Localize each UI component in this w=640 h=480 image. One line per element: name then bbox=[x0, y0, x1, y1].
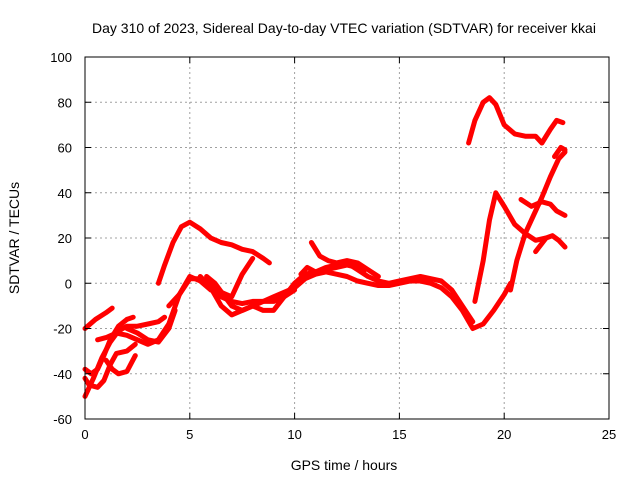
y-tick-label: 40 bbox=[58, 186, 72, 201]
x-axis-label: GPS time / hours bbox=[291, 457, 398, 473]
axis-ticks: 0 5 10 15 20 25 -60 -40 -20 0 20 40 60 80 100 bbox=[50, 50, 616, 442]
x-tick-label: 20 bbox=[497, 427, 511, 442]
series-arc-15 bbox=[466, 95, 566, 146]
y-tick-label: 60 bbox=[58, 141, 72, 156]
x-tick-label: 10 bbox=[287, 427, 301, 442]
series-arc-11 bbox=[204, 269, 513, 331]
x-tick-label: 15 bbox=[392, 427, 406, 442]
series-arc-1 bbox=[82, 305, 115, 331]
y-tick-label: 80 bbox=[58, 95, 72, 110]
series-arc-17 bbox=[508, 149, 568, 293]
y-tick-label: -60 bbox=[53, 412, 72, 427]
series-arc-18 bbox=[518, 197, 568, 218]
y-tick-label: 0 bbox=[65, 276, 72, 291]
series-arc-8 bbox=[155, 219, 272, 286]
series-arc-6 bbox=[95, 274, 214, 347]
x-tick-label: 25 bbox=[602, 427, 616, 442]
y-tick-label: -20 bbox=[53, 322, 72, 337]
chart-title: Day 310 of 2023, Sidereal Day-to-day VTE… bbox=[92, 20, 596, 36]
y-tick-label: 100 bbox=[50, 50, 72, 65]
y-axis-label: SDTVAR / TECUs bbox=[6, 182, 22, 294]
series-arc-14 bbox=[308, 240, 381, 279]
y-tick-label: 20 bbox=[58, 231, 72, 246]
series-arc-20 bbox=[552, 145, 568, 160]
series-arc-5 bbox=[103, 353, 138, 377]
x-tick-label: 0 bbox=[81, 427, 88, 442]
series-arc-9 bbox=[166, 276, 298, 309]
series-arc-4 bbox=[82, 341, 138, 390]
x-tick-label: 5 bbox=[186, 427, 193, 442]
series-arc-19 bbox=[533, 233, 568, 255]
series-arc-16 bbox=[472, 190, 549, 304]
series-group bbox=[82, 95, 568, 399]
y-tick-label: -40 bbox=[53, 367, 72, 382]
series-arc-13 bbox=[298, 262, 367, 277]
series-arc-7 bbox=[124, 307, 178, 345]
series-arc-3 bbox=[82, 314, 136, 377]
series-arc-12 bbox=[218, 255, 256, 300]
